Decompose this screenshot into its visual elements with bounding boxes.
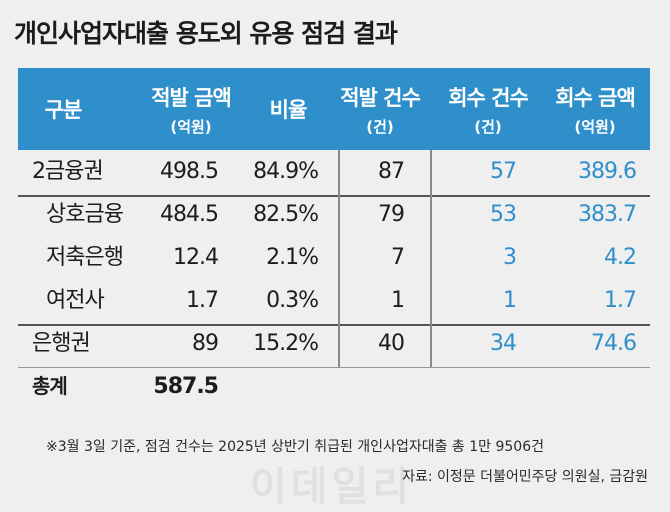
table-row: 2금융권 498.5 84.9% 87 57 389.6 [18, 150, 650, 193]
header-category-label: 구분 [44, 98, 83, 122]
row-category: 여전사 [46, 288, 105, 313]
row-recovered-amount: 1.7 [604, 288, 637, 313]
row-ratio: 2.1% [266, 245, 319, 270]
row-cases: 79 [378, 202, 405, 227]
header-amount-unit: (억원) [170, 117, 212, 136]
table-row: 상호금융 484.5 82.5% 79 53 383.7 [18, 193, 650, 236]
watermark-logo: 이데일리 [250, 464, 414, 510]
row-divider [18, 324, 650, 326]
header-recovered-amount-label: 회수 금액 [555, 85, 636, 110]
row-divider [18, 367, 650, 368]
row-recovered-cases: 57 [490, 159, 517, 184]
row-recovered-cases: 3 [503, 245, 517, 270]
header-ratio: 비율 [246, 68, 330, 150]
row-category: 2금융권 [32, 159, 104, 184]
row-amount: 587.5 [153, 374, 219, 399]
row-cases: 7 [391, 245, 405, 270]
row-recovered-amount: 389.6 [578, 159, 637, 184]
table-row: 여전사 1.7 0.3% 1 1 1.7 [18, 279, 650, 322]
row-amount: 498.5 [160, 159, 219, 184]
row-recovered-cases: 53 [490, 202, 517, 227]
row-recovered-amount: 4.2 [604, 245, 637, 270]
table-row: 은행권 89 15.2% 40 34 74.6 [18, 322, 650, 365]
header-recovered-cases: 회수 건수 (건) [436, 68, 540, 150]
table-row: 저축은행 12.4 2.1% 7 3 4.2 [18, 236, 650, 279]
row-amount: 12.4 [173, 245, 219, 270]
row-ratio: 82.5% [253, 202, 319, 227]
page-title: 개인사업자대출 용도외 유용 점검 결과 [14, 19, 398, 48]
row-category: 은행권 [32, 331, 91, 356]
header-cases: 적발 건수 (건) [328, 68, 432, 150]
row-ratio: 15.2% [253, 331, 319, 356]
row-divider [18, 195, 650, 197]
row-cases: 87 [378, 159, 405, 184]
row-cases: 1 [391, 288, 405, 313]
row-ratio: 0.3% [266, 288, 319, 313]
column-divider [430, 150, 432, 367]
row-amount: 89 [192, 331, 219, 356]
row-cases: 40 [378, 331, 405, 356]
footnote: ※3월 3일 기준, 점검 건수는 2025년 상반기 취급된 개인사업자대출 … [46, 439, 544, 455]
row-ratio: 84.9% [253, 159, 319, 184]
header-ratio-label: 비율 [269, 98, 308, 122]
column-divider [338, 150, 340, 367]
header-recovered-cases-unit: (건) [474, 117, 502, 136]
source-credit: 자료: 이정문 더불어민주당 의원실, 금감원 [402, 469, 648, 485]
header-category: 구분 [18, 68, 108, 150]
table-header: 구분 적발 금액 (억원) 비율 적발 건수 (건) 회수 건수 (건) 회수 … [18, 68, 650, 150]
header-cases-label: 적발 건수 [340, 85, 421, 110]
row-recovered-amount: 74.6 [591, 331, 637, 356]
header-recovered-amount: 회수 금액 (억원) [540, 68, 650, 150]
row-recovered-amount: 383.7 [578, 202, 637, 227]
header-amount: 적발 금액 (억원) [136, 68, 246, 150]
data-table: 구분 적발 금액 (억원) 비율 적발 건수 (건) 회수 건수 (건) 회수 … [18, 68, 650, 408]
table-body: 2금융권 498.5 84.9% 87 57 389.6 상호금융 484.5 82.5% 79 5… [18, 150, 650, 408]
row-recovered-cases: 1 [503, 288, 517, 313]
header-recovered-cases-label: 회수 건수 [448, 85, 529, 110]
header-recovered-amount-unit: (억원) [574, 117, 616, 136]
row-amount: 1.7 [186, 288, 219, 313]
row-amount: 484.5 [160, 202, 219, 227]
table-row: 총계 587.5 [18, 365, 650, 408]
row-recovered-cases: 34 [490, 331, 517, 356]
row-category: 총계 [32, 374, 68, 398]
row-category: 상호금융 [46, 202, 124, 227]
header-amount-label: 적발 금액 [151, 85, 232, 110]
header-cases-unit: (건) [366, 117, 394, 136]
row-category: 저축은행 [46, 245, 124, 270]
